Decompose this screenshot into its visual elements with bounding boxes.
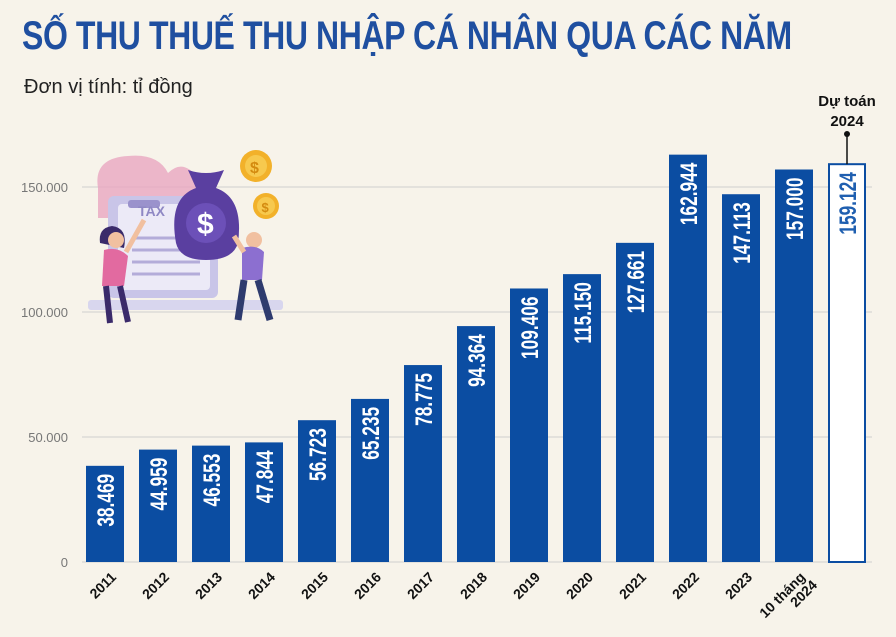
x-tick-label: 2012 [139, 569, 172, 602]
bar-value-label: 47.844 [252, 450, 278, 503]
bar-value-label: 159.124 [835, 172, 861, 235]
bar-value-label: 38.469 [93, 474, 119, 527]
bar [510, 288, 548, 562]
x-tick-label: 2017 [404, 569, 437, 602]
bar [404, 365, 442, 562]
bar [192, 445, 230, 562]
bar-value-label: 127.661 [623, 251, 649, 314]
bar-value-label: 94.364 [464, 334, 490, 387]
annotation-label: Dự toán [818, 93, 876, 110]
chart-title: SỐ THU THUẾ THU NHẬP CÁ NHÂN QUA CÁC NĂM [22, 14, 792, 58]
man-figure [231, 232, 274, 322]
bar-value-label: 46.553 [199, 454, 225, 507]
x-tick-label: 2021 [616, 569, 649, 602]
bar-value-label: 109.406 [517, 296, 543, 358]
bar [245, 442, 283, 562]
bar-value-label: 56.723 [305, 428, 331, 481]
bar-value-label: 115.150 [570, 282, 596, 343]
x-tick-label: 2014 [245, 569, 278, 602]
bar [616, 242, 654, 562]
x-tick-label: 2011 [86, 569, 119, 602]
laptop-base-shape [88, 300, 283, 310]
bar [669, 154, 707, 562]
bar [298, 420, 336, 562]
bar [563, 274, 601, 562]
y-tick-label: 100.000 [21, 305, 68, 320]
bar-value-label: 162.944 [676, 162, 702, 225]
x-tick-label: 2022 [669, 569, 702, 602]
bar-value-label: 147.113 [729, 202, 755, 263]
y-tick-label: 50.000 [28, 430, 68, 445]
x-tick-label: 2018 [457, 569, 490, 602]
bar [351, 398, 389, 562]
woman-figure [99, 218, 147, 324]
svg-text:$: $ [250, 160, 259, 177]
x-tick-label: 2013 [192, 569, 225, 602]
tax-money-illustration: TAX $ $ $ [88, 150, 283, 324]
bar [828, 163, 866, 563]
x-tick-label: 2019 [510, 569, 543, 602]
bar-value-label: 65.235 [358, 407, 384, 460]
bar [86, 465, 124, 562]
bar [775, 169, 813, 562]
annotation-label: 2024 [830, 113, 864, 130]
tax-word-art: TAX [138, 203, 166, 219]
x-tick-label: 2023 [722, 569, 755, 602]
bar-value-label: 157.000 [782, 178, 808, 240]
annotation-dot [844, 131, 850, 137]
x-tick-label: 2020 [563, 569, 596, 602]
bar [722, 194, 760, 562]
bar [457, 326, 495, 562]
bar-value-label: 78.775 [411, 373, 437, 426]
svg-text:$: $ [197, 208, 214, 241]
bar [139, 449, 177, 562]
y-tick-label: 150.000 [21, 180, 68, 195]
unit-label: Đơn vị tính: tỉ đồng [24, 76, 193, 98]
x-tick-label: 2016 [351, 569, 384, 602]
svg-text:$: $ [262, 200, 270, 215]
x-tick-label: 2015 [298, 569, 331, 602]
y-tick-label: 0 [61, 555, 68, 570]
bar-value-label: 44.959 [146, 458, 172, 511]
